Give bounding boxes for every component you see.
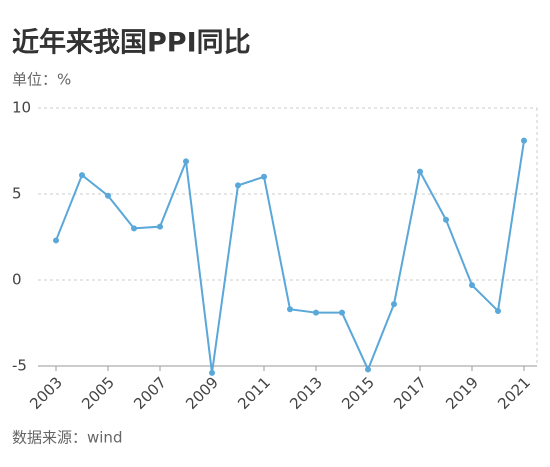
- chart-subtitle: 单位：%: [12, 71, 71, 89]
- y-tick-label: 10: [12, 99, 31, 117]
- data-point: [131, 225, 137, 232]
- x-tick-label: 2011: [234, 373, 274, 413]
- x-tick-label: 2021: [494, 373, 534, 413]
- y-tick-label: 0: [12, 271, 22, 289]
- chart-source: 数据来源：wind: [12, 429, 122, 447]
- data-point: [53, 237, 59, 244]
- x-tick-label: 2009: [182, 373, 222, 413]
- data-point: [339, 309, 345, 316]
- data-point: [417, 168, 423, 175]
- data-point: [391, 301, 397, 308]
- data-point: [79, 172, 85, 179]
- data-point: [183, 158, 189, 165]
- data-point: [105, 192, 111, 199]
- x-tick-label: 2017: [390, 373, 430, 413]
- data-point: [287, 306, 293, 313]
- x-tick-label: 2005: [78, 373, 118, 413]
- y-tick-label: -5: [12, 357, 27, 375]
- series-line: [55, 140, 525, 374]
- x-tick-label: 2013: [286, 373, 326, 413]
- data-point: [261, 173, 267, 180]
- x-tick-label: 2007: [130, 373, 170, 413]
- data-point: [365, 366, 371, 373]
- x-tick-label: 2015: [338, 373, 378, 413]
- data-point: [209, 369, 215, 376]
- data-point: [443, 216, 449, 223]
- data-point: [521, 137, 527, 144]
- data-point: [313, 309, 319, 316]
- data-point: [235, 182, 241, 189]
- y-tick-label: 5: [12, 185, 22, 203]
- x-tick-label: 2019: [442, 373, 482, 413]
- data-point: [469, 282, 475, 289]
- x-tick-label: 2003: [26, 373, 66, 413]
- data-point: [157, 223, 163, 230]
- chart-title: 近年来我国PPI同比: [12, 27, 251, 59]
- data-point: [495, 307, 501, 314]
